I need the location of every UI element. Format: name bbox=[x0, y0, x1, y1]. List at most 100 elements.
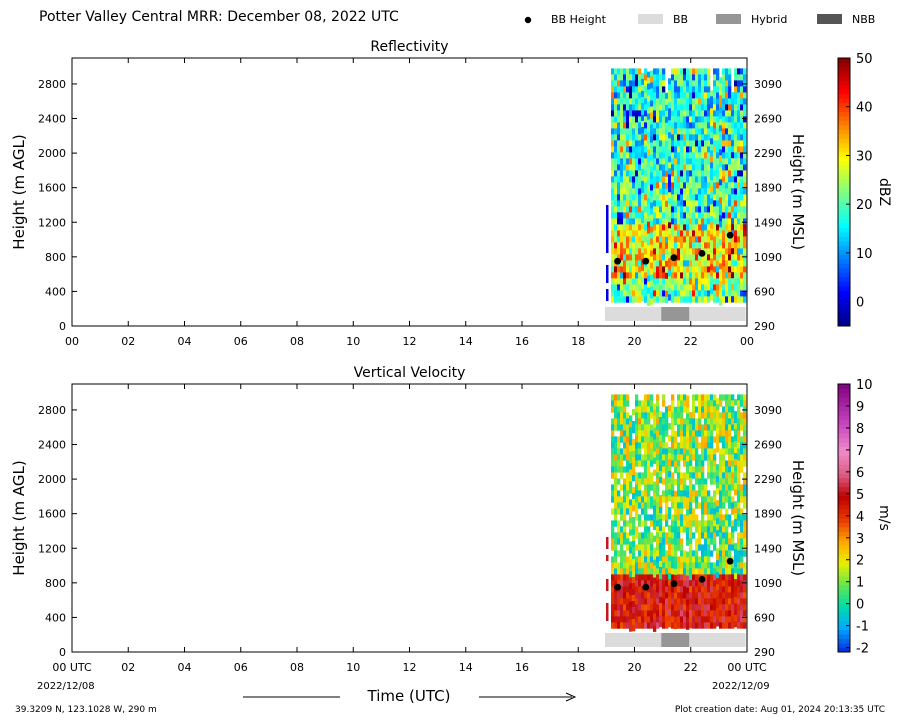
y2-tick-label: 290 bbox=[754, 646, 775, 659]
y-tick-label: 800 bbox=[45, 251, 66, 264]
y-tick-label: 1200 bbox=[38, 542, 66, 555]
colorbar-tick-label: 10 bbox=[856, 247, 873, 262]
x-tick-label: 02 bbox=[121, 661, 135, 674]
bb-class-segment bbox=[604, 307, 662, 321]
creation-date: Plot creation date: Aug 01, 2024 20:13:3… bbox=[674, 705, 885, 715]
end-date: 2022/12/09 bbox=[712, 681, 770, 692]
legend-dot bbox=[524, 16, 532, 24]
y2-tick-label: 2690 bbox=[754, 439, 782, 452]
data-field bbox=[606, 394, 747, 632]
page-title: Potter Valley Central MRR: December 08, … bbox=[39, 9, 399, 25]
data-field bbox=[606, 68, 747, 306]
reflectivity-panel: Reflectivity0400800120016002000240028002… bbox=[10, 39, 892, 348]
y-tick-label: 0 bbox=[59, 646, 66, 659]
y2-tick-label: 1490 bbox=[754, 216, 782, 229]
y-tick-label: 2400 bbox=[38, 113, 66, 126]
bb-height-point bbox=[698, 575, 706, 583]
legend-label: BB Height bbox=[551, 13, 607, 26]
y-tick-label: 2000 bbox=[38, 147, 66, 160]
y2-tick-label: 1490 bbox=[754, 542, 782, 555]
legend-label: Hybrid bbox=[751, 13, 787, 26]
legend-label: BB bbox=[673, 13, 688, 26]
y2-tick-label: 2290 bbox=[754, 147, 782, 160]
colorbar-frame bbox=[837, 383, 851, 653]
start-date: 2022/12/08 bbox=[37, 681, 95, 692]
y2-tick-label: 290 bbox=[754, 320, 775, 333]
colorbar-tick-label: 5 bbox=[856, 488, 864, 503]
colorbar-tick-label: 6 bbox=[856, 466, 864, 481]
bb-height-point bbox=[642, 257, 650, 265]
x-tick-label: 00 bbox=[65, 335, 79, 348]
y2-tick-label: 2690 bbox=[754, 113, 782, 126]
colorbar-tick-label: 8 bbox=[856, 422, 864, 437]
y-tick-label: 400 bbox=[45, 285, 66, 298]
colorbar-tick-label: 1 bbox=[856, 576, 864, 591]
x-tick-label: 00 UTC bbox=[727, 661, 767, 674]
y-tick-label: 0 bbox=[59, 320, 66, 333]
legend: BB Height BB Hybrid NBB bbox=[524, 13, 875, 26]
x-tick-label: 14 bbox=[459, 335, 473, 348]
arrow-right-icon bbox=[565, 692, 577, 702]
x-tick-label: 22 bbox=[684, 335, 698, 348]
bb-class-segment bbox=[661, 633, 690, 647]
y-tick-label: 800 bbox=[45, 577, 66, 590]
colorbar-tick-label: 20 bbox=[856, 198, 873, 213]
y2-tick-label: 3090 bbox=[754, 404, 782, 417]
x-tick-label: 08 bbox=[290, 661, 304, 674]
y2-tick-label: 3090 bbox=[754, 78, 782, 91]
x-tick-label: 08 bbox=[290, 335, 304, 348]
x-tick-label: 10 bbox=[346, 661, 360, 674]
x-tick-label: 06 bbox=[234, 335, 248, 348]
vertical-velocity-panel: Vertical Velocity04008001200160020002400… bbox=[10, 365, 892, 674]
colorbar-tick-label: 30 bbox=[856, 149, 873, 164]
bb-height-point bbox=[726, 231, 734, 239]
y-tick-label: 1600 bbox=[38, 182, 66, 195]
x-tick-label: 12 bbox=[403, 335, 417, 348]
x-tick-label: 00 bbox=[740, 335, 754, 348]
colorbar-tick-label: 10 bbox=[856, 378, 873, 393]
x-tick-label: 20 bbox=[628, 661, 642, 674]
x-tick-label: 06 bbox=[234, 661, 248, 674]
colorbar-tick-label: 3 bbox=[856, 532, 864, 547]
bb-height-point bbox=[670, 254, 678, 262]
y2-tick-label: 690 bbox=[754, 611, 775, 624]
time-axis-label: Time (UTC) bbox=[243, 687, 577, 705]
x-tick-label: 10 bbox=[346, 335, 360, 348]
legend-swatch bbox=[638, 14, 663, 24]
colorbar-tick-label: 9 bbox=[856, 400, 864, 415]
y-tick-label: 2800 bbox=[38, 78, 66, 91]
x-tick-label: 14 bbox=[459, 661, 473, 674]
colorbar-tick-label: 40 bbox=[856, 101, 873, 116]
bb-height-point bbox=[698, 249, 706, 257]
bb-class-segment bbox=[604, 633, 662, 647]
bb-class-segment bbox=[689, 307, 746, 321]
x-tick-label: 16 bbox=[515, 661, 529, 674]
colorbar-tick-label: 4 bbox=[856, 510, 864, 525]
x-tick-label: 18 bbox=[571, 335, 585, 348]
bb-height-point bbox=[726, 557, 734, 565]
colorbar-tick-label: 0 bbox=[856, 598, 864, 613]
panel-title: Vertical Velocity bbox=[354, 365, 466, 381]
y-tick-label: 1600 bbox=[38, 508, 66, 521]
bb-height-point bbox=[670, 580, 678, 588]
legend-label: NBB bbox=[852, 13, 875, 26]
y2-tick-label: 1090 bbox=[754, 577, 782, 590]
x-axis-label: Time (UTC) bbox=[367, 687, 451, 705]
colorbar-tick-label: 50 bbox=[856, 52, 873, 67]
y-axis-label: Height (m AGL) bbox=[10, 134, 28, 249]
y2-tick-label: 1090 bbox=[754, 251, 782, 264]
y-tick-label: 1200 bbox=[38, 216, 66, 229]
legend-swatch bbox=[716, 14, 741, 24]
y-tick-label: 2400 bbox=[38, 439, 66, 452]
x-tick-label: 22 bbox=[684, 661, 698, 674]
location-text: 39.3209 N, 123.1028 W, 290 m bbox=[15, 705, 157, 715]
colorbar-label: dBZ bbox=[876, 178, 892, 206]
colorbar-frame bbox=[837, 57, 851, 327]
x-tick-label: 16 bbox=[515, 335, 529, 348]
x-tick-label: 02 bbox=[121, 335, 135, 348]
x-tick-label: 04 bbox=[178, 661, 192, 674]
x-tick-label: 20 bbox=[628, 335, 642, 348]
panel-title: Reflectivity bbox=[370, 39, 448, 55]
colorbar-tick-label: -2 bbox=[856, 642, 869, 657]
